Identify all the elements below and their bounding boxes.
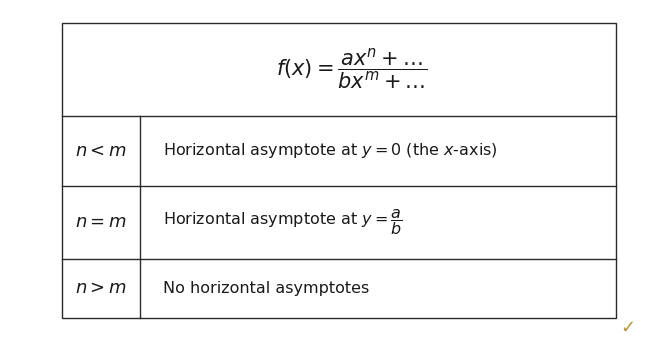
Text: No horizontal asymptotes: No horizontal asymptotes: [163, 280, 369, 296]
Text: $f(x) = \dfrac{ax^n + \ldots}{bx^m + \ldots}$: $f(x) = \dfrac{ax^n + \ldots}{bx^m + \ld…: [276, 47, 428, 92]
Text: $n = m$: $n = m$: [75, 213, 127, 231]
Text: $n < m$: $n < m$: [75, 142, 127, 160]
Text: Horizontal asymptote at $y = 0$ (the $x$-axis): Horizontal asymptote at $y = 0$ (the $x$…: [163, 142, 497, 160]
Bar: [62, 23, 616, 318]
Text: $n > m$: $n > m$: [75, 279, 127, 297]
Text: ✓: ✓: [621, 319, 636, 337]
Text: Horizontal asymptote at $y = \dfrac{a}{b}$: Horizontal asymptote at $y = \dfrac{a}{b…: [163, 207, 403, 237]
